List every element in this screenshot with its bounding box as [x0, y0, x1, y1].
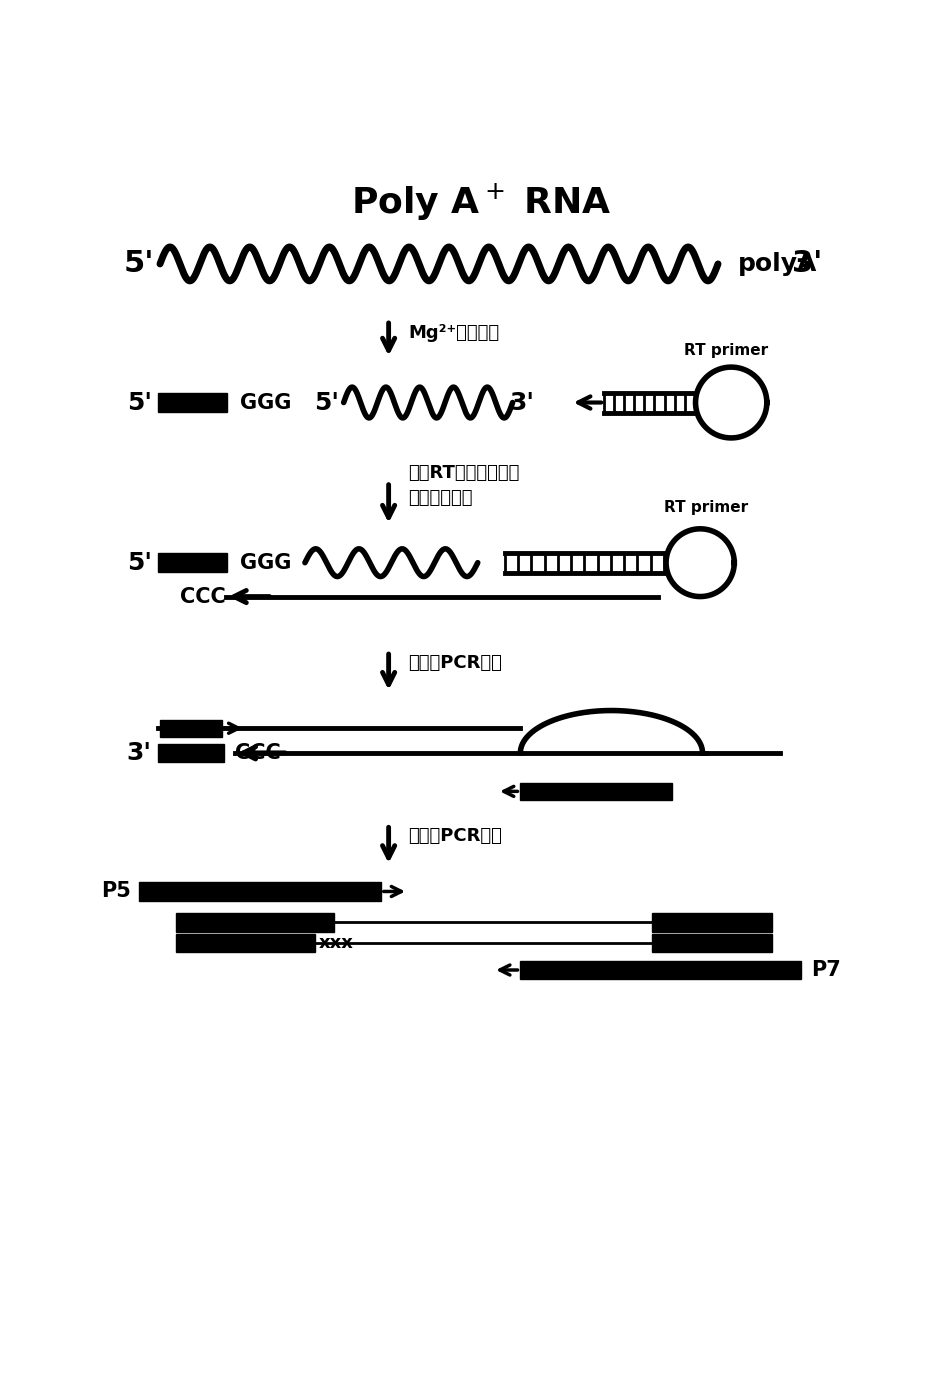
Bar — [139, 882, 381, 901]
Bar — [158, 744, 224, 762]
Bar — [160, 719, 222, 737]
Text: 3': 3' — [127, 741, 151, 765]
Text: 5': 5' — [124, 249, 154, 278]
Text: 5': 5' — [315, 390, 339, 415]
Bar — [520, 960, 801, 980]
Text: polyA: polyA — [737, 252, 817, 276]
Bar — [652, 914, 772, 932]
Text: 第二轮PCR扩增: 第二轮PCR扩增 — [408, 827, 501, 845]
Text: 3': 3' — [792, 249, 823, 278]
Bar — [520, 783, 671, 799]
Text: CCC: CCC — [235, 743, 281, 763]
Bar — [652, 934, 772, 952]
Text: 第一轮PCR扩增: 第一轮PCR扩增 — [408, 653, 501, 672]
Text: Mg²⁺高温打断: Mg²⁺高温打断 — [408, 324, 500, 342]
Text: 5': 5' — [127, 390, 151, 415]
Bar — [176, 914, 334, 932]
Text: 5': 5' — [127, 551, 151, 575]
Text: CCC: CCC — [180, 587, 226, 606]
Bar — [158, 393, 227, 412]
Text: 茎环RT引物反转、模
板转换及延伸: 茎环RT引物反转、模 板转换及延伸 — [408, 464, 519, 507]
Text: P7: P7 — [811, 960, 840, 980]
Bar — [176, 934, 315, 952]
Text: xxx: xxx — [319, 934, 354, 952]
Bar — [158, 554, 227, 572]
Text: Poly A$^+$ RNA: Poly A$^+$ RNA — [351, 182, 612, 223]
Text: RT primer: RT primer — [664, 500, 748, 515]
Text: P5: P5 — [101, 882, 131, 901]
Text: 3': 3' — [510, 390, 534, 415]
Text: GGG: GGG — [239, 553, 291, 573]
Text: GGG: GGG — [239, 393, 291, 412]
Text: RT primer: RT primer — [684, 343, 768, 358]
